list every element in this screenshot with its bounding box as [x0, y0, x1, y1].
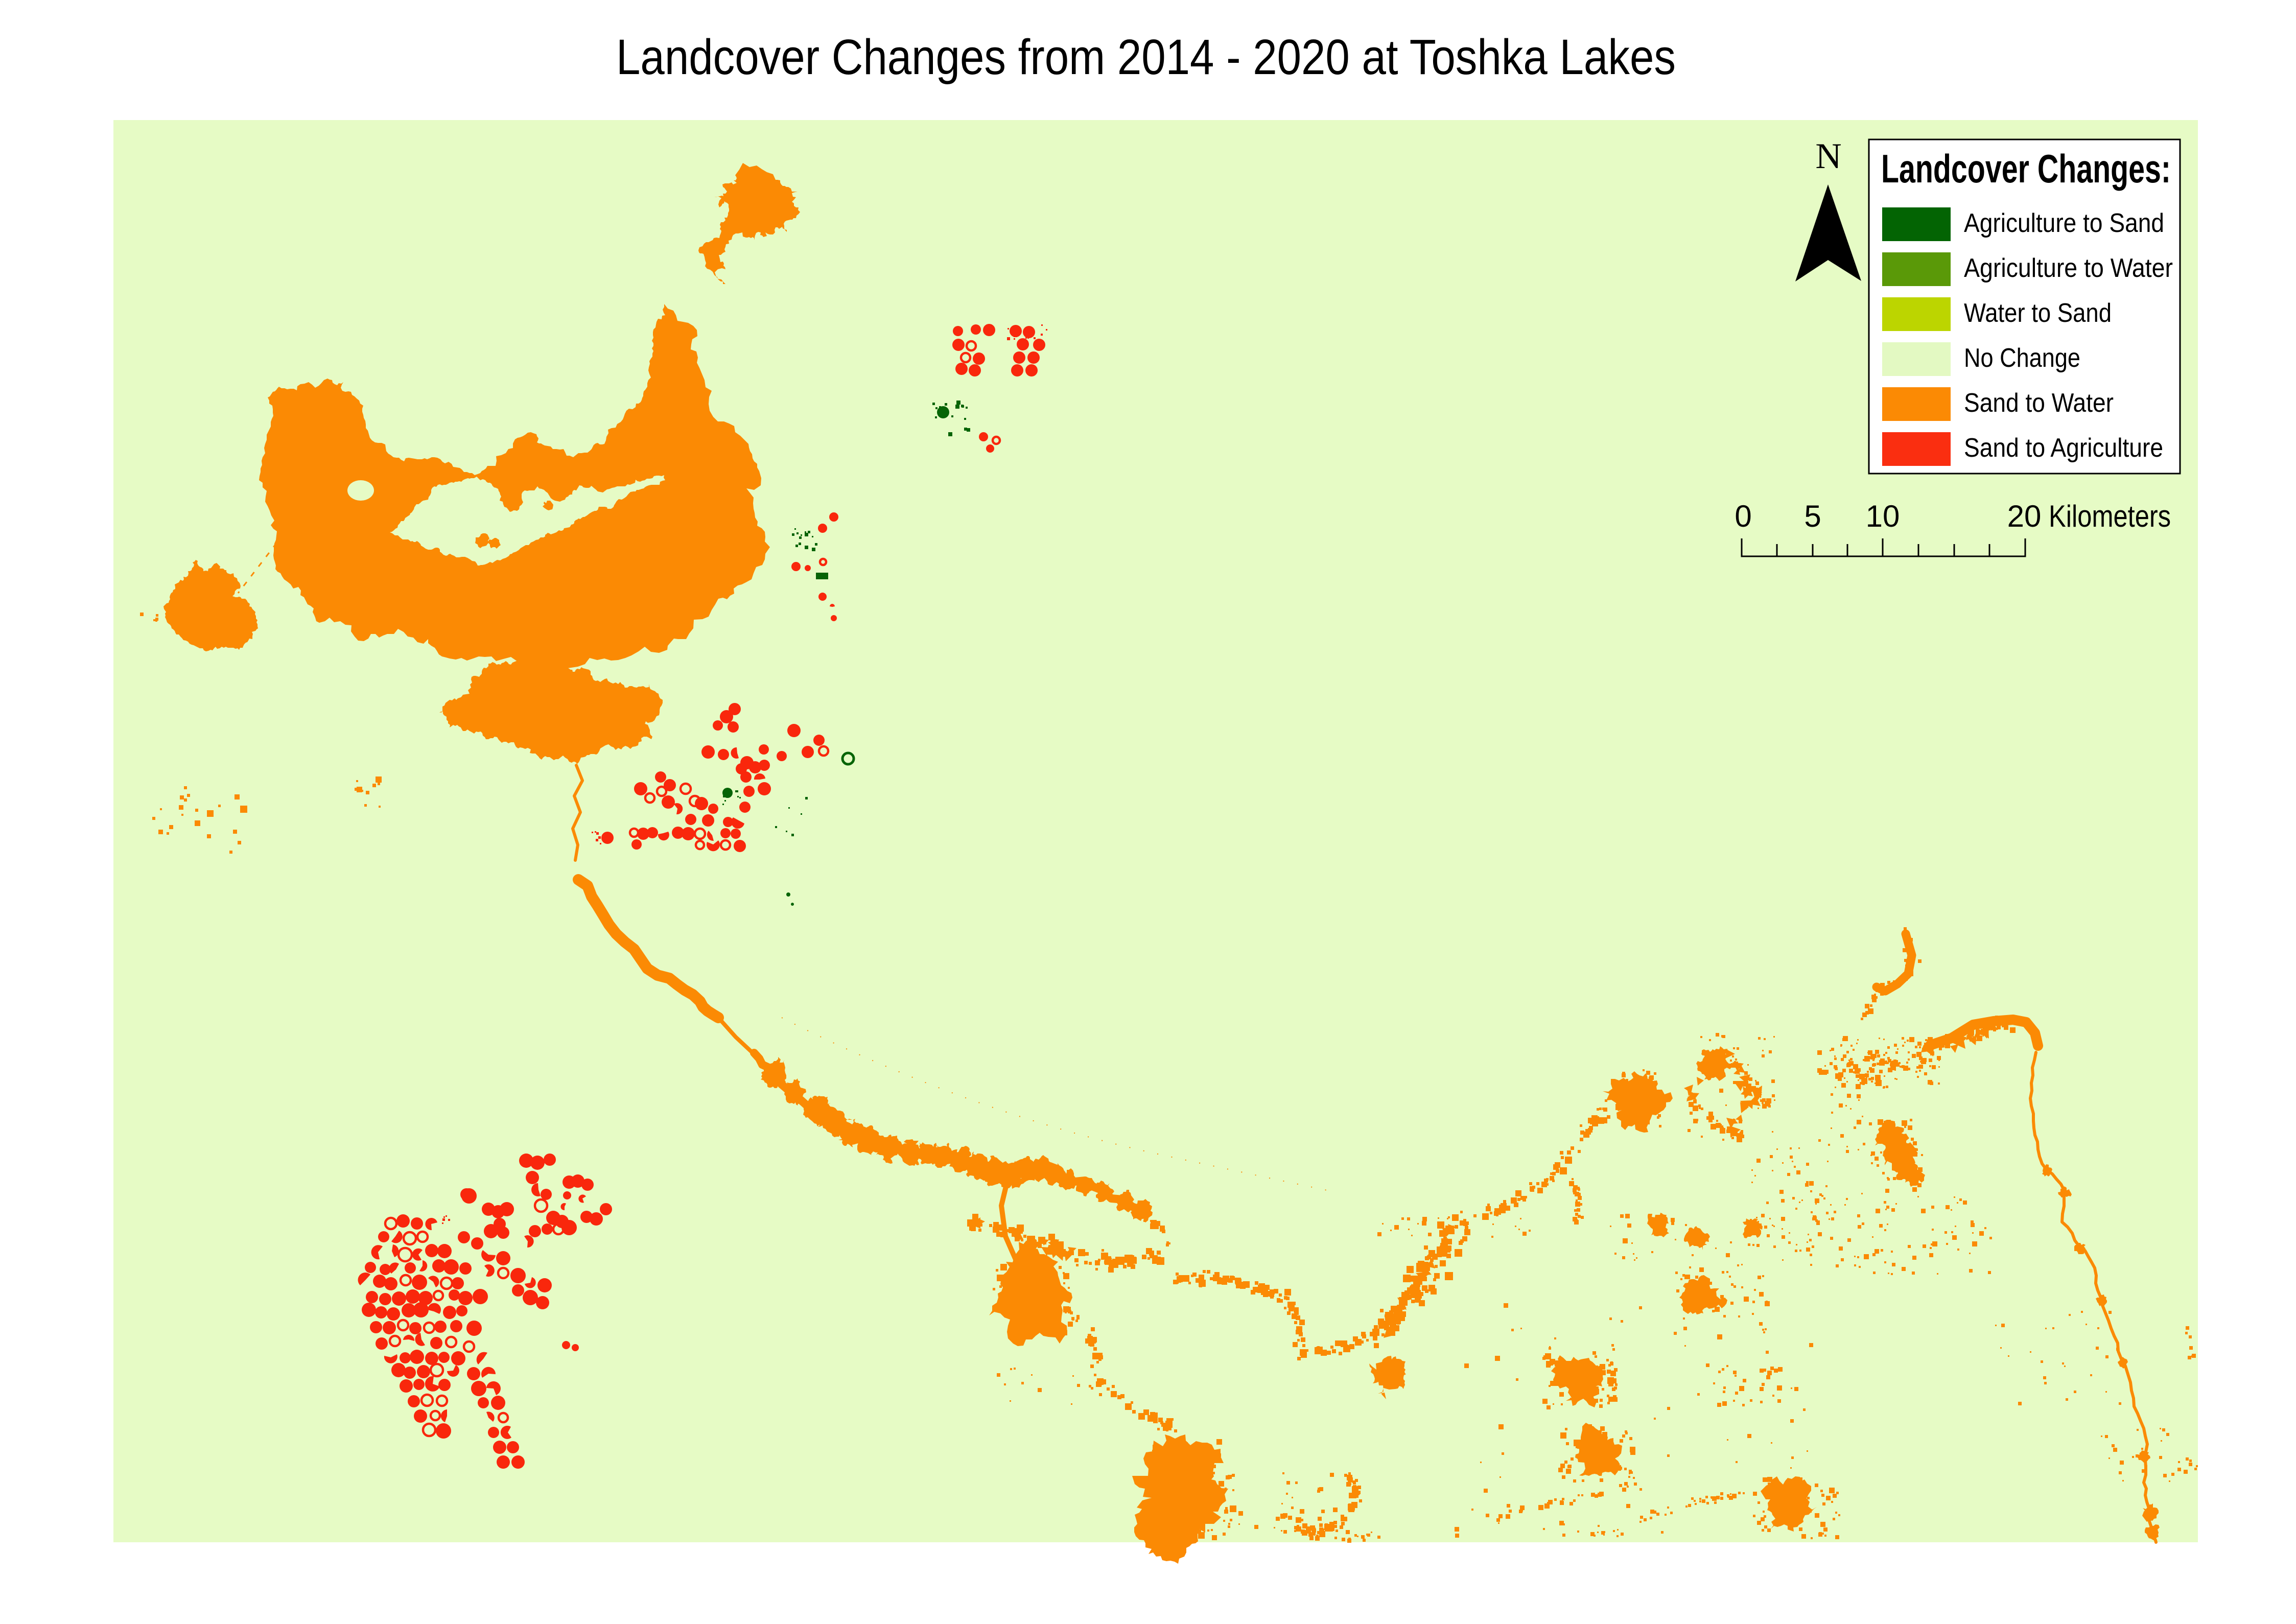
- svg-text:20: 20: [2007, 499, 2042, 533]
- svg-text:Landcover Changes:: Landcover Changes:: [1881, 146, 2171, 191]
- svg-text:Landcover Changes from 2014 -: Landcover Changes from 2014 - 2020 at To…: [616, 29, 1676, 85]
- svg-text:Kilometers: Kilometers: [2049, 499, 2171, 533]
- svg-text:Agriculture to Water: Agriculture to Water: [1964, 253, 2173, 283]
- svg-text:No Change: No Change: [1964, 343, 2080, 373]
- svg-text:0: 0: [1735, 499, 1751, 533]
- svg-text:5: 5: [1804, 499, 1821, 533]
- svg-text:Water to Sand: Water to Sand: [1964, 298, 2112, 328]
- svg-text:Sand to Water: Sand to Water: [1964, 388, 2114, 418]
- svg-text:10: 10: [1866, 499, 1900, 533]
- svg-text:Sand to Agriculture: Sand to Agriculture: [1964, 433, 2163, 463]
- svg-text:Agriculture to Sand: Agriculture to Sand: [1964, 208, 2164, 238]
- svg-text:N: N: [1815, 136, 1841, 176]
